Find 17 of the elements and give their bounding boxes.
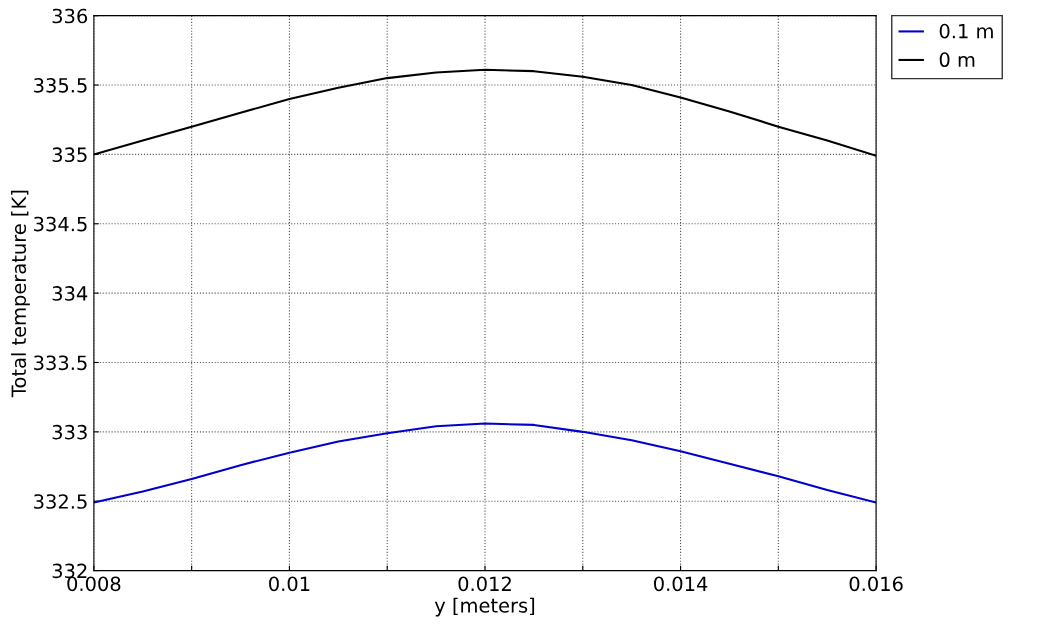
x-tick-label: 0.012 — [458, 576, 511, 592]
legend-label: 0 m — [939, 52, 975, 68]
y-tick-label: 335 — [52, 147, 87, 163]
x-axis-title: y [meters] — [434, 597, 535, 617]
y-tick-label: 333 — [52, 424, 87, 440]
legend-label: 0.1 m — [939, 23, 993, 39]
x-tick-label: 0.014 — [654, 576, 708, 592]
line-series — [93, 422, 877, 504]
y-tick-label: 336 — [52, 8, 88, 24]
y-tick-label: 333.5 — [34, 355, 87, 371]
y-axis-title: Total temperature [K] — [11, 190, 30, 398]
y-tick-label: 334 — [52, 286, 88, 301]
x-tick-label: 0.01 — [269, 576, 310, 592]
y-tick-label: 332.5 — [34, 494, 87, 509]
y-tick-label: 334.5 — [34, 216, 87, 232]
x-tick-label: 0.016 — [849, 576, 903, 592]
y-tick-label: 335.5 — [34, 77, 87, 93]
